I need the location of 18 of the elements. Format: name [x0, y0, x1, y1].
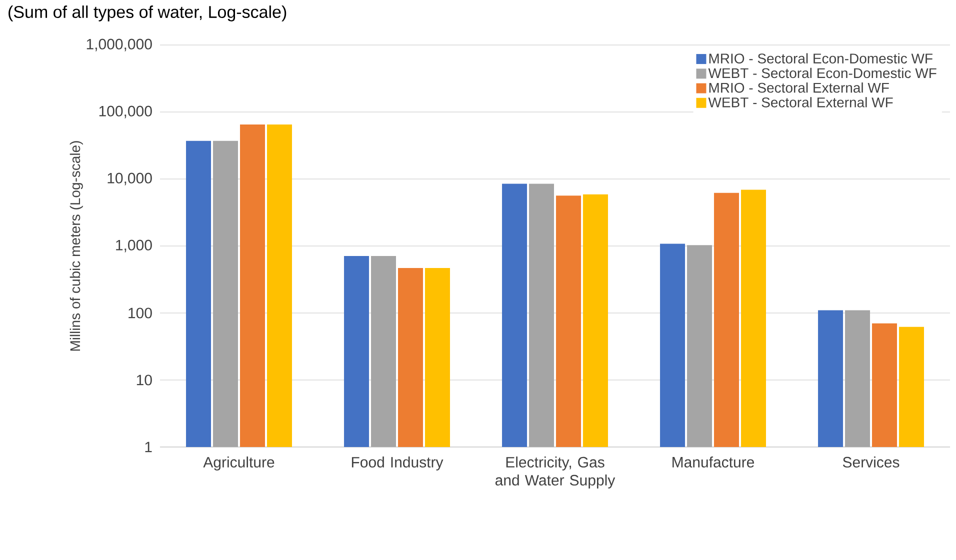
y-tick-label: 10,000	[108, 172, 152, 186]
y-tick-label: 1,000	[116, 240, 152, 252]
y-tick-label: 10	[136, 374, 152, 386]
y-axis-title: Millins of cubic meters (Log-scale)	[70, 141, 83, 351]
y-tick-label: 1,000,000	[86, 38, 152, 52]
x-tick-label: Food Industry	[352, 456, 444, 470]
legend-label: WEBT - Sectoral External WF	[708, 97, 893, 108]
x-tick-label: Electricity, Gas and Water Supply	[495, 456, 616, 488]
y-tick-label: 100,000	[99, 106, 152, 118]
y-tick-label: 1	[145, 442, 152, 452]
chart-title: (Sum of all types of water, Log-scale)	[8, 6, 286, 22]
legend-label: WEBT - Sectoral Econ-Domestic WF	[708, 68, 936, 78]
x-tick-label: Services	[842, 456, 900, 468]
legend-label: MRIO - Sectoral Econ-Domestic WF	[709, 53, 932, 64]
x-tick-label: Manufacture	[672, 456, 754, 468]
x-tick-label: Agriculture	[203, 456, 274, 470]
legend-label: MRIO - Sectoral External WF	[709, 82, 889, 93]
y-tick-label: 100	[128, 308, 152, 318]
